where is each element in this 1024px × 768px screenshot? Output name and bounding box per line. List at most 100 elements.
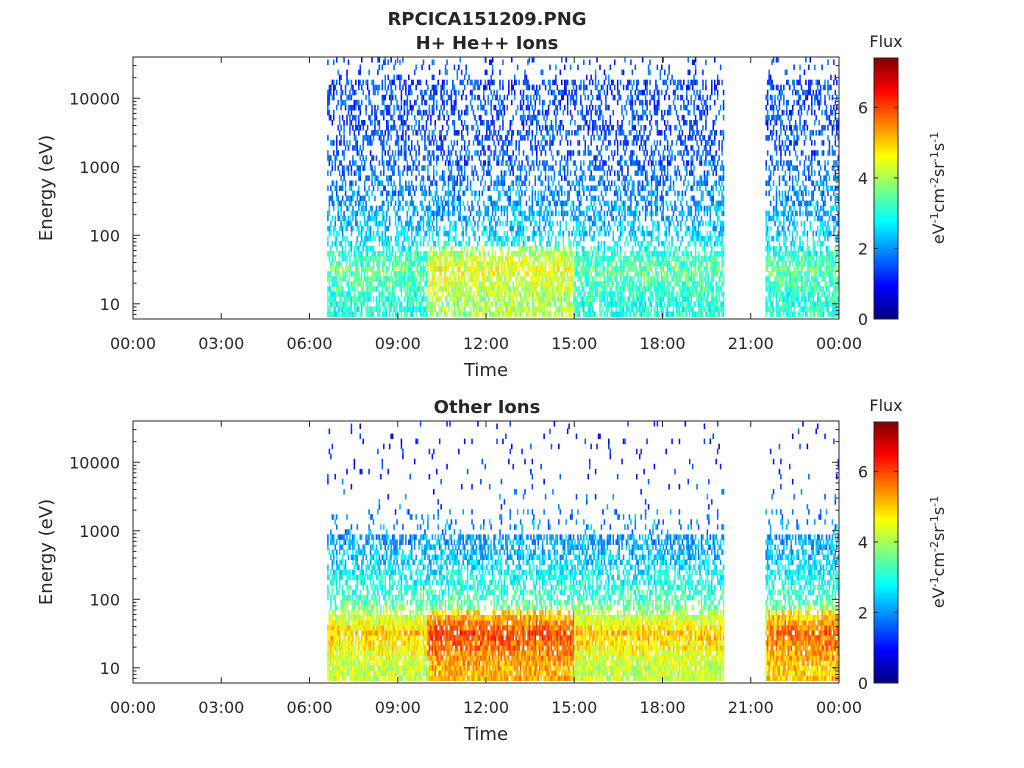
spectrogram-cell	[356, 286, 359, 292]
spectrogram-cell	[603, 69, 606, 76]
spectrogram-cell	[559, 160, 562, 166]
spectrogram-cell	[496, 286, 498, 292]
spectrogram-cell	[531, 130, 534, 136]
spectrogram-cell	[465, 94, 467, 101]
spectrogram-cell	[603, 215, 606, 222]
spectrogram-cell	[562, 291, 564, 297]
spectrogram-cell	[353, 250, 356, 257]
spectrogram-cell	[330, 140, 332, 146]
spectrogram-cell	[606, 125, 609, 131]
spectrogram-cell	[487, 135, 489, 141]
spectrogram-cell	[381, 215, 384, 222]
spectrogram-cell	[533, 261, 535, 267]
spectrogram-cell	[399, 306, 401, 312]
spectrogram-cell	[452, 185, 454, 192]
spectrogram-cell	[397, 140, 400, 146]
spectrogram-cell	[346, 79, 348, 86]
spectrogram-cell	[402, 205, 404, 212]
spectrogram-cell	[536, 200, 538, 207]
spectrogram-cell	[427, 175, 429, 181]
spectrogram-cell	[511, 205, 513, 212]
spectrogram-cell	[575, 286, 578, 292]
spectrogram-cell	[541, 296, 544, 302]
spectrogram-cell	[444, 256, 447, 262]
spectrogram-cell	[608, 306, 610, 312]
spectrogram-cell	[533, 165, 535, 171]
spectrogram-cell	[512, 225, 514, 232]
spectrogram-cell	[360, 225, 363, 232]
spectrogram-cell	[447, 306, 450, 312]
spectrogram-cell	[547, 261, 550, 267]
spectrogram-cell	[624, 185, 626, 192]
spectrogram-cell	[569, 286, 572, 292]
spectrogram-cell	[594, 220, 597, 227]
spectrogram-cell	[555, 119, 557, 126]
spectrogram-cell	[394, 281, 397, 287]
spectrogram-cell	[391, 281, 394, 287]
spectrogram-cell	[558, 230, 560, 237]
spectrogram-cell	[399, 266, 401, 272]
spectrogram-cell	[331, 165, 334, 171]
spectrogram-cell	[343, 215, 345, 222]
spectrogram-cell	[613, 94, 616, 101]
spectrogram-cell	[460, 170, 463, 176]
spectrogram-cell	[328, 306, 331, 312]
spectrogram-cell	[360, 291, 363, 297]
spectrogram-cell	[465, 291, 467, 297]
spectrogram-cell	[399, 281, 401, 287]
spectrogram-cell	[434, 190, 437, 197]
spectrogram-cell	[528, 235, 531, 242]
spectrogram-cell	[475, 170, 478, 176]
spectrogram-cell	[602, 160, 604, 166]
spectrogram-cell	[603, 301, 606, 307]
spectrogram-cell	[533, 281, 535, 287]
spectrogram-cell	[618, 170, 620, 176]
spectrogram-cell	[408, 261, 410, 267]
spectrogram-cell	[344, 276, 347, 282]
spectrogram-cell	[633, 261, 635, 267]
spectrogram-cell	[488, 170, 491, 176]
spectrogram-cell	[355, 125, 357, 131]
spectrogram-cell	[421, 190, 423, 197]
spectrogram-cell	[497, 240, 500, 247]
spectrogram-cell	[444, 281, 447, 287]
spectrogram-cell	[390, 165, 392, 171]
spectrogram-cell	[409, 306, 412, 312]
spectrogram-cell	[490, 235, 492, 242]
spectrogram-cell	[450, 99, 453, 106]
spectrogram-cell	[615, 281, 617, 287]
spectrogram-cell	[494, 104, 497, 111]
spectrogram-cell	[381, 250, 384, 257]
spectrogram-cell	[327, 271, 329, 277]
spectrogram-cell	[530, 286, 532, 292]
spectrogram-cell	[474, 220, 476, 227]
spectrogram-cell	[480, 296, 482, 302]
spectrogram-cell	[452, 195, 454, 202]
spectrogram-cell	[606, 245, 609, 252]
spectrogram-cell	[447, 145, 450, 151]
spectrogram-cell	[344, 271, 347, 277]
spectrogram-cell	[559, 296, 562, 302]
spectrogram-cell	[522, 119, 525, 126]
spectrogram-cell	[522, 306, 525, 312]
spectrogram-cell	[375, 276, 378, 282]
spectrogram-cell	[631, 185, 634, 192]
spectrogram-cell	[622, 266, 625, 272]
spectrogram-cell	[410, 195, 413, 202]
spectrogram-cell	[450, 220, 453, 227]
spectrogram-cell	[328, 89, 331, 96]
spectrogram-cell	[594, 125, 597, 131]
spectrogram-cell	[584, 140, 587, 146]
spectrogram-cell	[435, 291, 438, 297]
spectrogram-cell	[405, 89, 407, 96]
spectrogram-cell	[577, 271, 579, 277]
spectrogram-cell	[490, 215, 492, 222]
spectrogram-cell	[512, 185, 514, 192]
spectrogram-cell	[355, 89, 357, 96]
spectrogram-cell	[563, 64, 566, 71]
spectrogram-cell	[602, 250, 604, 257]
spectrogram-cell	[587, 145, 589, 151]
spectrogram-cell	[334, 185, 337, 192]
spectrogram-cell	[615, 130, 617, 136]
spectrogram-cell	[513, 200, 516, 207]
